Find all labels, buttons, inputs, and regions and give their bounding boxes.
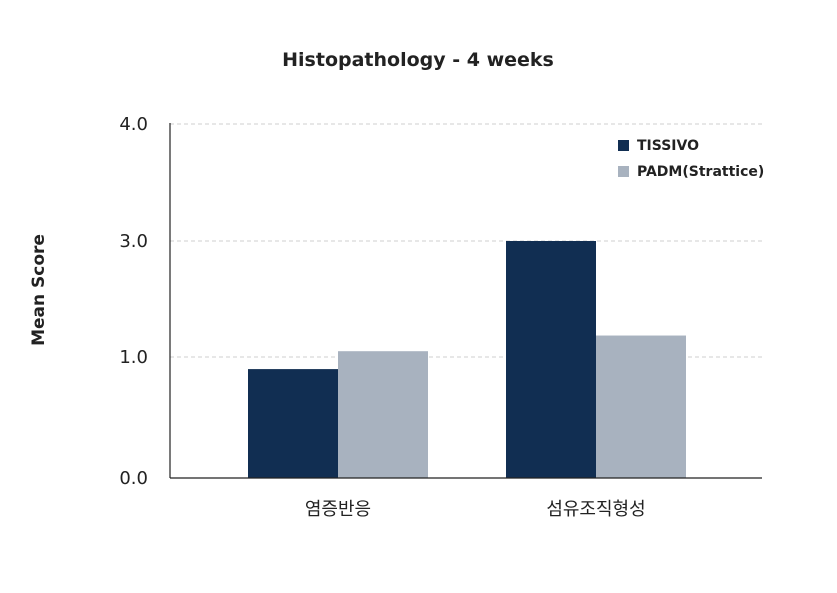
legend: TISSIVO PADM(Strattice) bbox=[618, 138, 764, 180]
y-tick-label-3.0: 3.0 bbox=[119, 231, 148, 252]
y-tick-label-1.0: 1.0 bbox=[119, 347, 148, 368]
chart-title: Histopathology - 4 weeks bbox=[282, 49, 554, 71]
gridlines bbox=[170, 123, 762, 358]
category-labels: 염증반응 섬유조직형성 bbox=[305, 499, 646, 520]
y-tick-label-4.0: 4.0 bbox=[119, 114, 148, 135]
legend-swatch-padm bbox=[618, 166, 629, 177]
legend-swatch-tissivo bbox=[618, 140, 629, 151]
y-tick-labels: 0.0 1.0 3.0 4.0 bbox=[119, 114, 148, 489]
x-category-label-1: 섬유조직형성 bbox=[546, 499, 645, 520]
y-axis-label: Mean Score bbox=[29, 234, 49, 346]
bars bbox=[248, 241, 686, 478]
x-category-label-0: 염증반응 bbox=[305, 499, 371, 520]
legend-label-padm: PADM(Strattice) bbox=[637, 164, 764, 180]
bar-padm-1 bbox=[596, 335, 686, 478]
bar-padm-0 bbox=[338, 351, 428, 478]
bar-tissivo-1 bbox=[506, 241, 596, 478]
bar-tissivo-0 bbox=[248, 369, 338, 478]
y-tick-label-0.0: 0.0 bbox=[119, 468, 148, 489]
legend-label-tissivo: TISSIVO bbox=[637, 138, 699, 154]
